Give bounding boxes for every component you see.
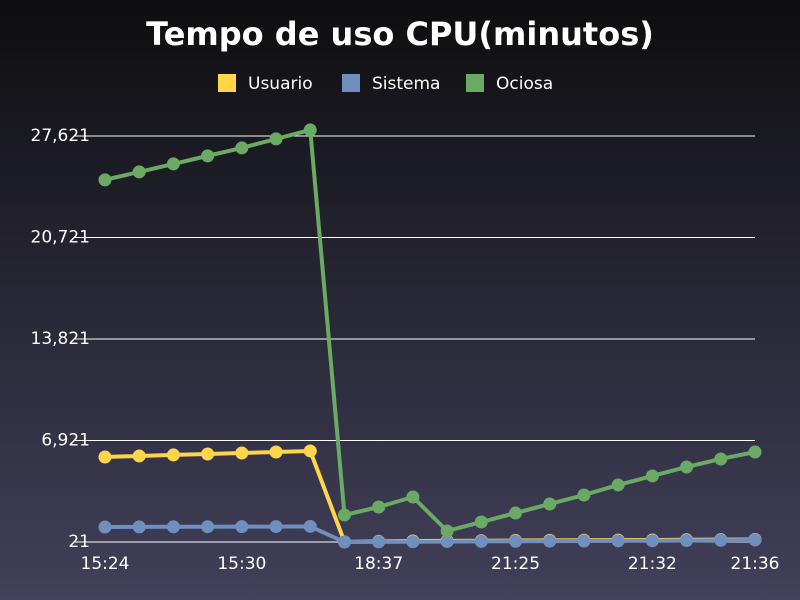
data-point (235, 446, 249, 460)
data-point (474, 515, 488, 529)
y-tick-label: 20,721 (31, 228, 90, 248)
data-point (337, 508, 351, 522)
data-point (98, 520, 112, 534)
data-point (611, 478, 625, 492)
data-point (303, 519, 317, 533)
data-point (132, 520, 146, 534)
data-point (372, 500, 386, 514)
y-tick-label: 27,621 (31, 126, 90, 146)
data-point (235, 141, 249, 155)
data-point (132, 449, 146, 463)
legend-label: Sistema (372, 74, 440, 94)
data-point (714, 452, 728, 466)
legend-swatch (218, 74, 236, 92)
data-point (166, 520, 180, 534)
y-tick-label: 21 (68, 532, 90, 552)
data-point (577, 534, 591, 548)
data-point (680, 460, 694, 474)
data-point (440, 524, 454, 538)
data-point (748, 533, 762, 547)
data-point (680, 534, 694, 548)
data-point (406, 535, 420, 549)
data-point (166, 448, 180, 462)
x-tick-label: 15:24 (81, 554, 130, 574)
data-point (269, 132, 283, 146)
y-tick-label: 6,921 (41, 431, 90, 451)
legend-swatch (466, 74, 484, 92)
data-point (372, 535, 386, 549)
data-point (474, 534, 488, 548)
x-tick-label: 21:36 (731, 554, 780, 574)
data-point (269, 520, 283, 534)
data-point (645, 469, 659, 483)
data-point (201, 149, 215, 163)
legend-label: Usuario (248, 74, 313, 94)
data-point (303, 123, 317, 137)
data-point (509, 534, 523, 548)
data-point (201, 447, 215, 461)
data-point (201, 520, 215, 534)
data-point (748, 445, 762, 459)
data-point (406, 490, 420, 504)
data-point (303, 444, 317, 458)
data-point (543, 534, 557, 548)
data-point (132, 165, 146, 179)
data-point (577, 488, 591, 502)
data-point (543, 497, 557, 511)
x-tick-label: 15:30 (217, 554, 266, 574)
data-point (235, 520, 249, 534)
data-point (611, 534, 625, 548)
data-point (98, 450, 112, 464)
x-tick-label: 18:37 (354, 554, 403, 574)
data-point (98, 173, 112, 187)
y-tick-label: 13,821 (31, 329, 90, 349)
data-point (645, 534, 659, 548)
data-point (337, 535, 351, 549)
legend-label: Ociosa (496, 74, 553, 94)
chart-title: Tempo de uso CPU(minutos) (146, 15, 654, 53)
data-point (440, 535, 454, 549)
x-tick-label: 21:32 (628, 554, 677, 574)
data-point (714, 533, 728, 547)
x-tick-label: 21:25 (491, 554, 540, 574)
data-point (269, 445, 283, 459)
legend-swatch (342, 74, 360, 92)
data-point (166, 157, 180, 171)
data-point (509, 506, 523, 520)
